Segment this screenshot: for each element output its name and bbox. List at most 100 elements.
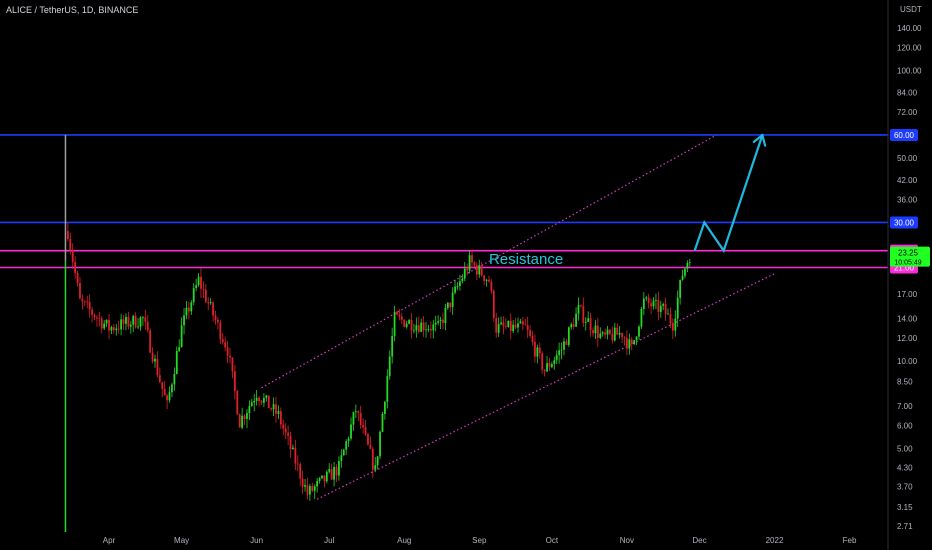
candle — [304, 479, 306, 492]
candle-body — [509, 320, 512, 331]
candle-body — [584, 321, 587, 323]
candle-body — [381, 413, 384, 432]
channel-upper-line — [261, 134, 717, 389]
candle-body — [185, 307, 188, 316]
candle-body — [454, 286, 456, 293]
candle — [403, 319, 406, 328]
projection-arrow — [693, 134, 764, 254]
candle — [86, 295, 89, 308]
candle-body — [364, 427, 367, 435]
candle-body — [214, 315, 217, 321]
candle — [379, 430, 381, 460]
candle — [543, 369, 546, 377]
candle-body — [538, 347, 541, 354]
candle — [238, 413, 241, 428]
candle — [221, 333, 224, 345]
candle-body — [330, 469, 333, 480]
candle — [255, 389, 258, 406]
candle-body — [439, 319, 442, 322]
candle — [149, 327, 152, 354]
candle-body — [236, 391, 239, 415]
candle — [437, 315, 440, 326]
candle — [478, 259, 481, 278]
candle — [553, 356, 556, 370]
candle — [674, 310, 677, 337]
candle-body — [100, 318, 103, 329]
candle — [125, 313, 127, 331]
candle-body — [103, 323, 106, 329]
candle-body — [570, 324, 573, 328]
candle-body — [117, 328, 120, 330]
candle — [207, 297, 210, 311]
candle — [335, 464, 338, 482]
candle-body — [340, 455, 343, 462]
candle — [577, 297, 580, 321]
candle — [83, 300, 86, 307]
candle — [110, 325, 113, 335]
candle-body — [459, 281, 461, 287]
candle — [688, 258, 691, 267]
candle — [241, 407, 244, 430]
candle — [96, 314, 98, 327]
candle — [146, 315, 149, 333]
y-tick-label: 6.00 — [897, 422, 913, 431]
candle — [154, 354, 156, 368]
candle-body — [231, 357, 234, 372]
y-tick-label: 3.70 — [897, 483, 913, 492]
candle-body — [161, 381, 164, 389]
candle — [296, 455, 299, 472]
candle — [626, 330, 628, 356]
candle-body — [367, 434, 369, 445]
candle — [592, 327, 594, 337]
candle — [277, 405, 280, 420]
candle-body — [495, 317, 498, 333]
candle — [388, 350, 391, 380]
candle-body — [410, 320, 413, 331]
candle-body — [345, 441, 348, 450]
y-tick-label: 140.00 — [897, 24, 922, 33]
candle — [127, 311, 130, 330]
candle-body — [502, 322, 505, 327]
candle-body — [229, 355, 231, 358]
candle-body — [69, 238, 72, 250]
candle-body — [149, 330, 152, 353]
candle — [604, 328, 607, 339]
x-tick-label: Sep — [472, 536, 487, 545]
candle-body — [301, 478, 304, 487]
candle — [195, 278, 198, 292]
candle — [233, 365, 236, 400]
candle — [538, 342, 541, 359]
candle-body — [224, 342, 227, 348]
candle-body — [611, 333, 614, 341]
candle-body — [296, 463, 299, 465]
candle — [473, 261, 476, 268]
candle — [393, 305, 396, 342]
candle-body — [272, 404, 275, 410]
candle — [505, 317, 507, 330]
candle — [362, 418, 365, 434]
candle — [190, 300, 193, 316]
candle — [396, 310, 398, 316]
candle-body — [83, 301, 86, 303]
candle-body — [279, 411, 282, 425]
candle-body — [171, 384, 173, 393]
candle — [558, 342, 561, 364]
candle — [459, 274, 461, 291]
candle-body — [369, 444, 372, 449]
candle-body — [478, 265, 481, 275]
candle-body — [529, 330, 531, 336]
candle-body — [473, 262, 476, 266]
arrow-head-left — [761, 133, 767, 147]
candle — [444, 303, 447, 331]
candle — [442, 312, 444, 329]
candle — [642, 292, 645, 316]
candle — [676, 290, 679, 327]
candle — [282, 419, 285, 436]
candle-body — [434, 322, 437, 325]
candle — [79, 276, 81, 300]
y-tick-label: 50.00 — [897, 154, 918, 163]
candle — [236, 389, 239, 415]
candle — [275, 396, 277, 423]
annotations: Resistance — [489, 133, 767, 268]
